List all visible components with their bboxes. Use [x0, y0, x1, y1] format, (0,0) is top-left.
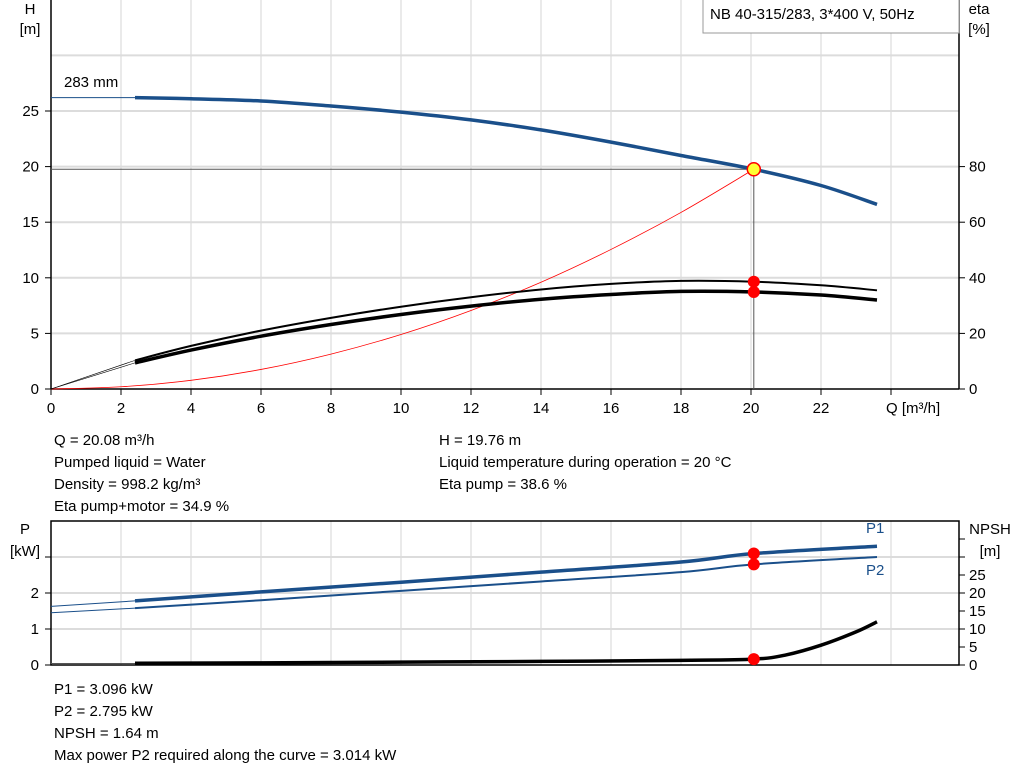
x-tick-label: 22 [813, 400, 830, 417]
results-bottom: P1 = 3.096 kW P2 = 2.795 kW NPSH = 1.64 … [54, 679, 396, 767]
p1-duty-point [747, 547, 760, 560]
y2-axis-unit: [m] [980, 543, 1001, 560]
result-line: P1 = 3.096 kW [54, 681, 153, 698]
head-curve [134, 95, 878, 207]
x-tick-label: 14 [533, 400, 550, 417]
p2-curve-label: P2 [866, 562, 884, 579]
y2-tick-label: 0 [969, 381, 977, 398]
chart-title: NB 40-315/283, 3*400 V, 50Hz [710, 6, 915, 23]
y-tick-label: 10 [22, 270, 39, 287]
x-tick-label: 18 [673, 400, 690, 417]
y-axis-unit: [kW] [10, 543, 40, 560]
p2-curve-extension [50, 607, 136, 614]
y-tick-label: 25 [22, 103, 39, 120]
result-line: P2 = 2.795 kW [54, 703, 153, 720]
result-line: Eta pump+motor = 34.9 % [54, 498, 230, 515]
p2-curve [134, 556, 878, 610]
result-line: Density = 998.2 kg/m³ [54, 476, 201, 493]
y2-tick-label: 5 [969, 639, 977, 656]
y2-tick-label: 20 [969, 325, 986, 342]
y2-axis-unit: [%] [968, 21, 990, 38]
y2-tick-label: 0 [969, 657, 977, 674]
y2-tick-label: 60 [969, 214, 986, 231]
x-tick-label: 20 [743, 400, 760, 417]
y-axis-unit: [m] [20, 21, 41, 38]
y2-tick-label: 25 [969, 567, 986, 584]
eta-pump-curve-extension [50, 360, 136, 390]
result-line: Q = 20.08 m³/h [54, 432, 155, 449]
npsh-curve [134, 620, 878, 665]
y2-axis-label: NPSH [969, 521, 1011, 538]
y2-tick-label: 40 [969, 270, 986, 287]
y2-tick-label: 10 [969, 621, 986, 638]
x-tick-label: 16 [603, 400, 620, 417]
p2-duty-point [747, 558, 760, 571]
y-tick-label: 20 [22, 159, 39, 176]
result-line: NPSH = 1.64 m [54, 725, 159, 742]
x-tick-label: 4 [187, 400, 195, 417]
legend-box [702, 0, 960, 34]
results-left: Q = 20.08 m³/h Pumped liquid = Water Den… [54, 430, 229, 518]
result-line: Pumped liquid = Water [54, 454, 206, 471]
impeller-diameter-label: 283 mm [64, 74, 118, 91]
y-tick-label: 0 [31, 657, 39, 674]
x-tick-label: 8 [327, 400, 335, 417]
y-tick-label: 2 [31, 585, 39, 602]
y-tick-label: 1 [31, 621, 39, 638]
duty-point-marker [746, 162, 762, 177]
eta-pump-motor-curve-extension [50, 362, 136, 390]
y-tick-label: 0 [31, 381, 39, 398]
x-tick-label: 6 [257, 400, 265, 417]
x-tick-label: 0 [47, 400, 55, 417]
y-axis-label: H [25, 1, 36, 18]
y-axis-label: P [20, 521, 30, 538]
y-tick-label: 15 [22, 214, 39, 231]
y2-tick-label: 80 [969, 159, 986, 176]
result-line: Liquid temperature during operation = 20… [439, 454, 732, 471]
y2-tick-label: 15 [969, 603, 986, 620]
eta-pump-point [747, 275, 760, 288]
y2-tick-label: 20 [969, 585, 986, 602]
system-curve [50, 168, 755, 390]
result-line: Max power P2 required along the curve = … [54, 747, 397, 764]
npsh-duty-point [747, 653, 760, 666]
result-line: Eta pump = 38.6 % [439, 476, 567, 493]
result-line: H = 19.76 m [439, 432, 522, 449]
y2-axis-label: eta [969, 1, 991, 18]
p1-curve-extension [50, 600, 136, 607]
eta-pump-motor-point [747, 285, 760, 298]
x-tick-label: 2 [117, 400, 125, 417]
p1-curve-label: P1 [866, 520, 884, 537]
eta-pump-motor-curve [134, 289, 878, 365]
x-tick-label: 10 [393, 400, 410, 417]
y-tick-label: 5 [31, 325, 39, 342]
head-efficiency-chart: 0 2 4 6 8 10 12 14 16 18 20 22 Q [m³/h] 0 5 10 15 20 25 0 20… [20, 0, 991, 417]
x-axis-label: Q [m³/h] [886, 400, 940, 417]
results-right: H = 19.76 m Liquid temperature during op… [439, 430, 731, 496]
x-tick-label: 12 [463, 400, 480, 417]
